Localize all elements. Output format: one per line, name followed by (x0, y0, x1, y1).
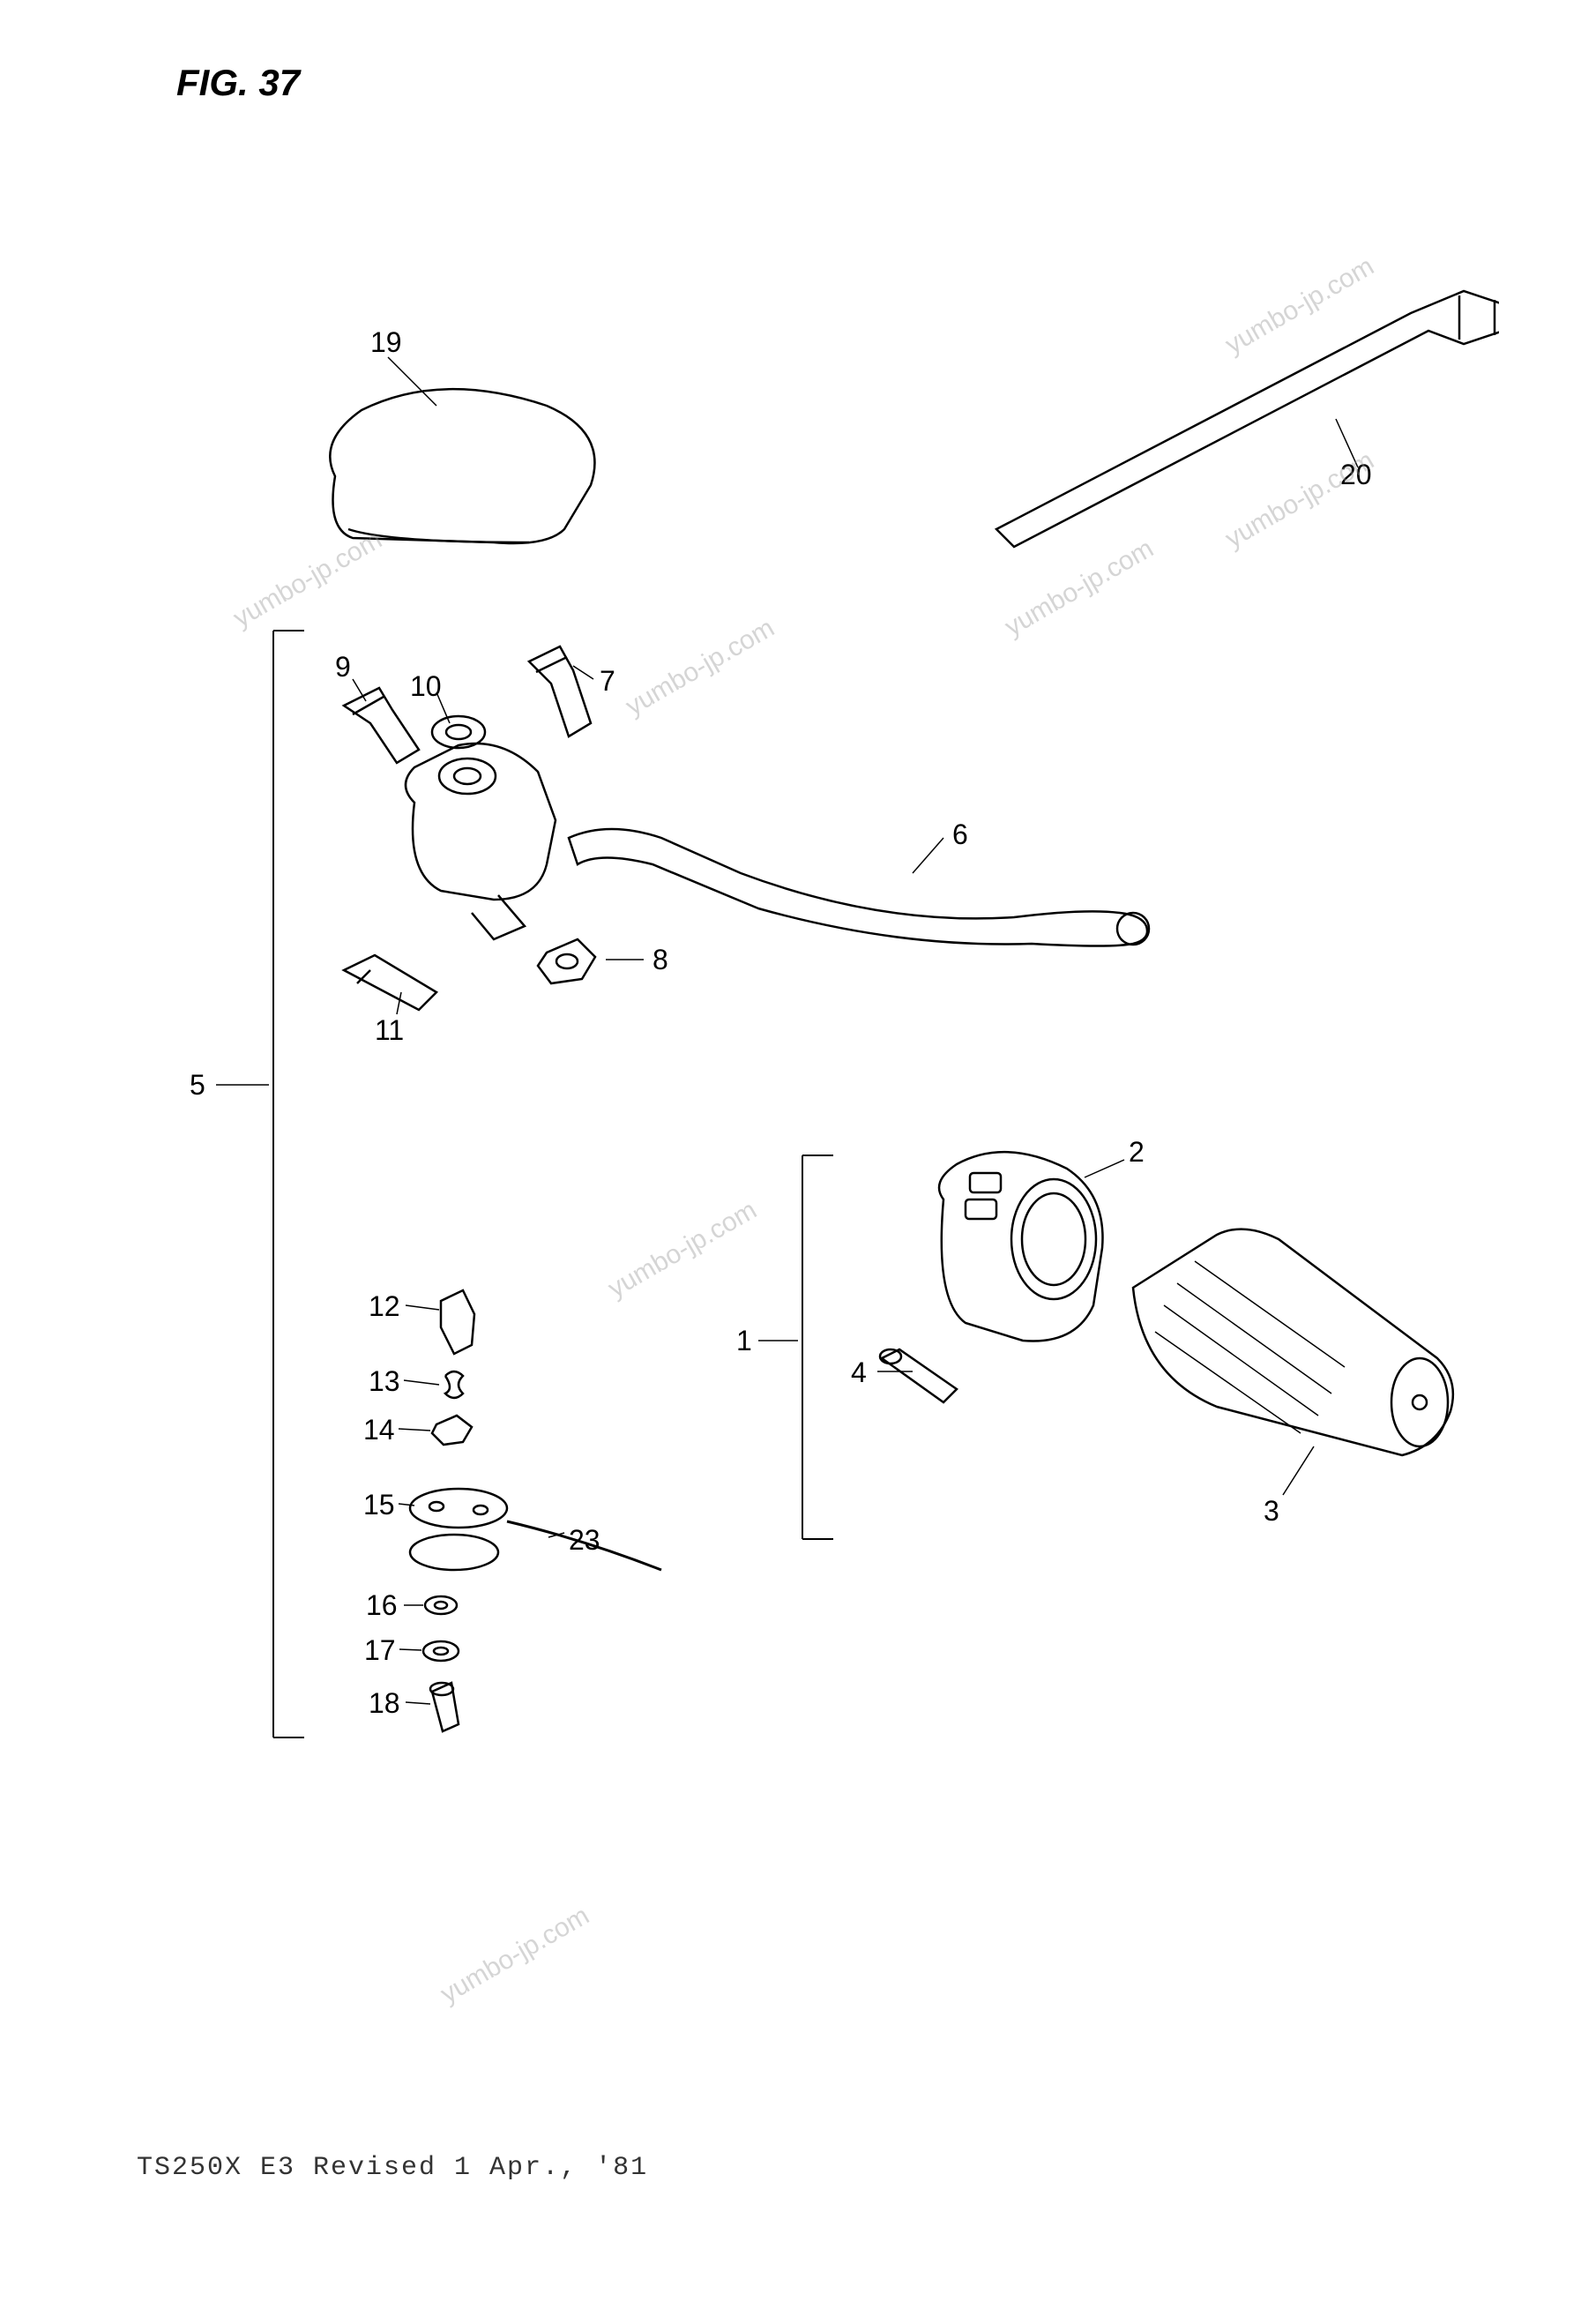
leader-12 (406, 1305, 439, 1310)
part-17-washer (423, 1641, 459, 1661)
diagram-area: 19 20 9 10 7 5 6 8 11 1 2 3 4 12 13 14 1… (88, 159, 1499, 2011)
leader-14 (399, 1429, 430, 1431)
part-15-hole1 (429, 1502, 444, 1511)
part-2-bore (1011, 1179, 1096, 1299)
part-number-3: 3 (1264, 1495, 1279, 1528)
part-16-hole (435, 1602, 447, 1609)
part-3-texture3 (1164, 1305, 1318, 1416)
part-lower-plate (410, 1535, 498, 1570)
part-number-1: 1 (736, 1325, 752, 1357)
part-15-hole2 (474, 1506, 488, 1514)
part-number-23: 23 (569, 1524, 600, 1557)
part-14-nut (432, 1416, 472, 1445)
part-8-hole (556, 954, 578, 968)
part-17-hole (434, 1648, 448, 1655)
part-5-lug (472, 895, 525, 939)
part-number-10: 10 (410, 670, 442, 703)
part-3-texture2 (1177, 1283, 1331, 1394)
part-number-13: 13 (369, 1365, 400, 1398)
part-number-12: 12 (369, 1290, 400, 1323)
part-16-washer (425, 1596, 457, 1614)
parts-diagram-svg (88, 159, 1499, 2011)
figure-label: FIG. 37 (176, 62, 300, 104)
leader-13 (404, 1380, 439, 1385)
part-number-4: 4 (851, 1356, 867, 1389)
part-number-11: 11 (375, 1014, 404, 1047)
part-2-housing (939, 1152, 1103, 1341)
leader-17 (399, 1649, 421, 1650)
part-number-16: 16 (366, 1589, 398, 1622)
part-5-hole (454, 768, 481, 784)
part-3-grip (1133, 1229, 1453, 1455)
part-number-6: 6 (952, 818, 968, 851)
part-number-14: 14 (363, 1414, 395, 1446)
part-6-ball (1117, 913, 1149, 945)
part-4-outline (882, 1349, 957, 1402)
part-3-texture1 (1195, 1261, 1345, 1367)
leader-19 (388, 357, 436, 406)
leader-11 (397, 992, 401, 1014)
part-3-endhole (1413, 1395, 1427, 1409)
part-number-2: 2 (1129, 1136, 1145, 1169)
part-number-9: 9 (335, 651, 351, 684)
footer-text: TS250X E3 Revised 1 Apr., '81 (137, 2153, 648, 2183)
part-number-18: 18 (369, 1687, 400, 1720)
part-number-8: 8 (653, 944, 668, 976)
leader-18 (406, 1702, 430, 1704)
part-19-outline (330, 389, 594, 543)
part-number-5: 5 (190, 1069, 205, 1102)
part-15-plate (410, 1489, 507, 1528)
part-2-button1 (970, 1173, 1001, 1192)
part-8-outline (538, 939, 595, 983)
page-container: FIG. 37 (0, 0, 1581, 2324)
part-10-hole (446, 725, 471, 739)
part-number-15: 15 (363, 1489, 395, 1521)
part-6-lever (569, 829, 1147, 946)
part-2-inner (1022, 1193, 1085, 1285)
part-number-19: 19 (370, 326, 402, 359)
part-number-7: 7 (600, 665, 615, 698)
leader-6 (913, 838, 943, 873)
part-2-button2 (966, 1199, 996, 1219)
part-18-screw (432, 1683, 459, 1731)
part-3-end (1391, 1358, 1448, 1446)
part-13-spring (445, 1371, 463, 1398)
part-5-top (439, 758, 496, 794)
part-number-17: 17 (364, 1634, 396, 1667)
part-7-detail (536, 657, 567, 672)
leader-3 (1283, 1446, 1314, 1495)
part-18-head (430, 1683, 453, 1695)
part-12-outline (441, 1290, 474, 1354)
leader-2 (1085, 1160, 1124, 1177)
part-5-body (406, 744, 556, 900)
